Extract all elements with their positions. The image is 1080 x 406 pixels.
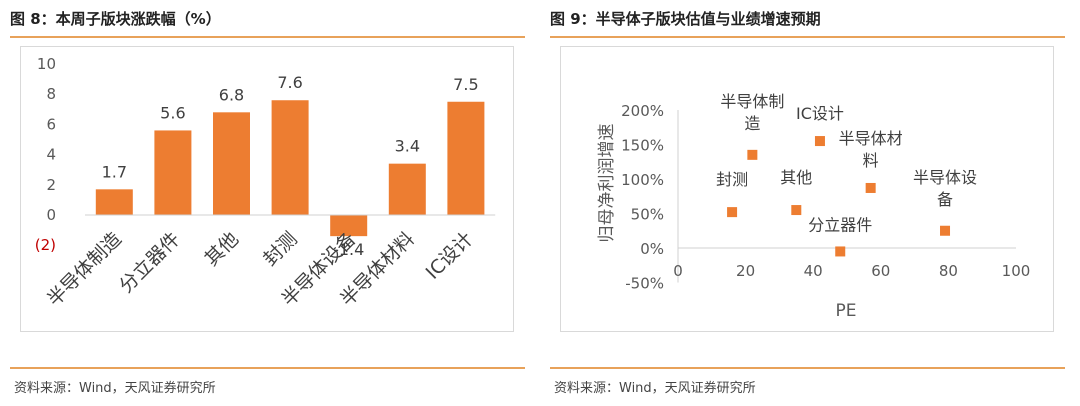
y-tick-label: 0 [46,206,56,224]
bar [154,130,192,215]
point-label: IC设计 [796,104,844,123]
x-tick-label: 20 [736,262,755,280]
data-label: 3.4 [395,137,420,156]
x-tick-label: 40 [804,262,823,280]
y-tick-label: 10 [37,55,56,73]
bar [271,100,309,215]
figure-9-panel: 图 9：半导体子版块估值与业绩增速预期 -50% 0% 50% 100% 150% 200… [550,0,1065,406]
data-label: 7.6 [277,73,302,92]
data-label: 5.6 [160,103,185,122]
x-tick-label: 100 [1002,262,1031,280]
y-tick-label: 6 [46,115,56,133]
figure-9-bottom-rule [550,367,1065,369]
data-label: 6.8 [219,85,244,104]
y-tick-label: -50% [625,275,664,293]
figure-8-panel: 图 8：本周子版块涨跌幅（%） (2) 0 2 4 6 8 10 1.7 半导体制造 5.6 分立器… [10,0,525,406]
figure-8-source: 资料来源：Wind，天风证券研究所 [14,381,216,396]
data-label: 1.7 [102,162,127,181]
y-tick-label: 200% [621,102,664,120]
category-label: 分立器件 [115,228,184,297]
category-label: 其他 [201,228,243,270]
figure-8-title: 图 8：本周子版块涨跌幅（%） [10,10,221,28]
x-tick-label: 60 [871,262,890,280]
data-label: -1.4 [333,240,364,259]
figure-9-title: 图 9：半导体子版块估值与业绩增速预期 [550,10,821,28]
figure-8-bottom-rule [10,367,525,369]
point-label: 半导体材 [839,129,903,148]
y-tick-label: 150% [621,137,664,155]
x-tick-label: 80 [939,262,958,280]
figure-9-top-rule [550,36,1065,38]
y-axis-title: 归母净利润增速 [597,124,617,243]
y-tick-label: 100% [621,171,664,189]
bar [388,163,426,215]
scatter-point [791,205,802,216]
bar [95,189,133,215]
bar [447,101,485,215]
x-tick-label: 0 [673,262,683,280]
x-axis-title: PE [836,301,857,321]
scatter-chart-frame [560,46,1054,332]
y-tick-label: 0% [640,240,664,258]
point-label: 封测 [716,170,748,189]
category-label: 封测 [259,228,301,270]
point-label: 备 [937,190,953,209]
scatter-point [727,207,738,218]
bar [213,112,250,215]
point-label: 造 [744,114,760,133]
figure-9-source: 资料来源：Wind，天风证券研究所 [554,381,756,396]
y-tick-label: 2 [46,176,56,194]
scatter-point [865,182,876,193]
scatter-point [940,225,951,236]
point-label: 料 [863,151,879,170]
data-label: 7.5 [453,75,478,94]
bar-chart-frame [20,46,514,332]
y-tick-label: 8 [46,85,56,103]
bar [330,215,368,237]
scatter-point [835,246,846,257]
point-label: 分立器件 [808,215,872,234]
point-label: 半导体制 [720,92,784,111]
y-tick-label: 4 [46,146,56,164]
scatter-point [814,136,825,147]
figure-8-top-rule [10,36,525,38]
y-tick-label: (2) [35,236,56,254]
category-label: IC设计 [422,228,478,284]
scatter-point [747,149,758,160]
scatter-chart: -50% 0% 50% 100% 150% 200% 0 20 40 60 80 100 PE 归母净利润… [597,92,1031,321]
point-label: 其他 [780,168,812,187]
y-tick-label: 50% [631,206,664,224]
point-label: 半导体设 [913,168,977,187]
